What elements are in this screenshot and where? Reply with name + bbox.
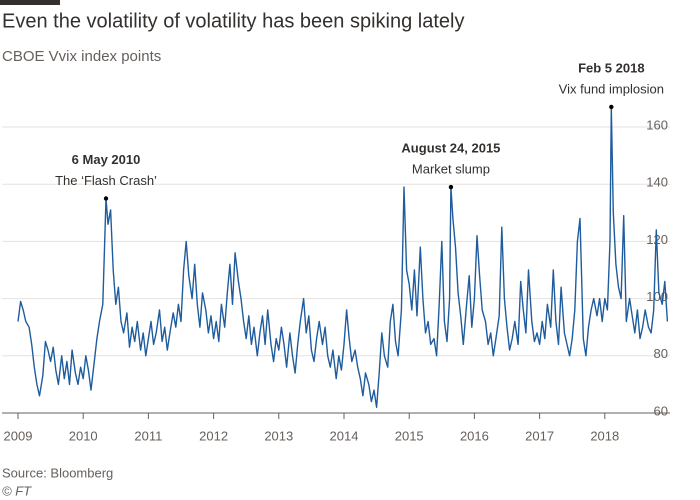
x-tick-label: 2013 [264, 428, 293, 443]
annotation-label: August 24, 2015 [401, 140, 500, 155]
annotation-dot [448, 184, 454, 190]
y-tick-label: 140 [646, 175, 668, 190]
annotation-dot [103, 196, 109, 201]
chart-subtitle: CBOE Vvix index points [2, 48, 161, 65]
annotation-label: Feb 5 2018 [578, 60, 645, 75]
y-tick-label: 60 [654, 403, 668, 418]
annotation-label: 6 May 2010 [72, 152, 141, 167]
brand-bar [0, 0, 60, 5]
x-tick-label: 2016 [460, 428, 489, 443]
y-tick-label: 80 [654, 346, 668, 361]
credit: © FT [2, 483, 32, 498]
x-tick-label: 2017 [525, 428, 554, 443]
x-tick-label: 2018 [590, 428, 619, 443]
annotation-dot [609, 104, 614, 110]
chart-title: Even the volatility of volatility has be… [2, 10, 464, 32]
annotation-text: The ‘Flash Crash’ [55, 173, 157, 188]
annotation-text: Vix fund implosion [559, 81, 664, 96]
annotation-text: Market slump [412, 161, 490, 176]
x-tick-label: 2009 [4, 428, 33, 443]
y-tick-label: 160 [646, 117, 668, 132]
x-tick-label: 2015 [395, 428, 424, 443]
x-tick-label: 2010 [69, 428, 98, 443]
source: Source: Bloomberg [2, 465, 113, 480]
x-tick-label: 2014 [330, 428, 359, 443]
data-line [17, 106, 669, 408]
x-tick-label: 2012 [199, 428, 228, 443]
x-tick-label: 2011 [134, 428, 162, 443]
